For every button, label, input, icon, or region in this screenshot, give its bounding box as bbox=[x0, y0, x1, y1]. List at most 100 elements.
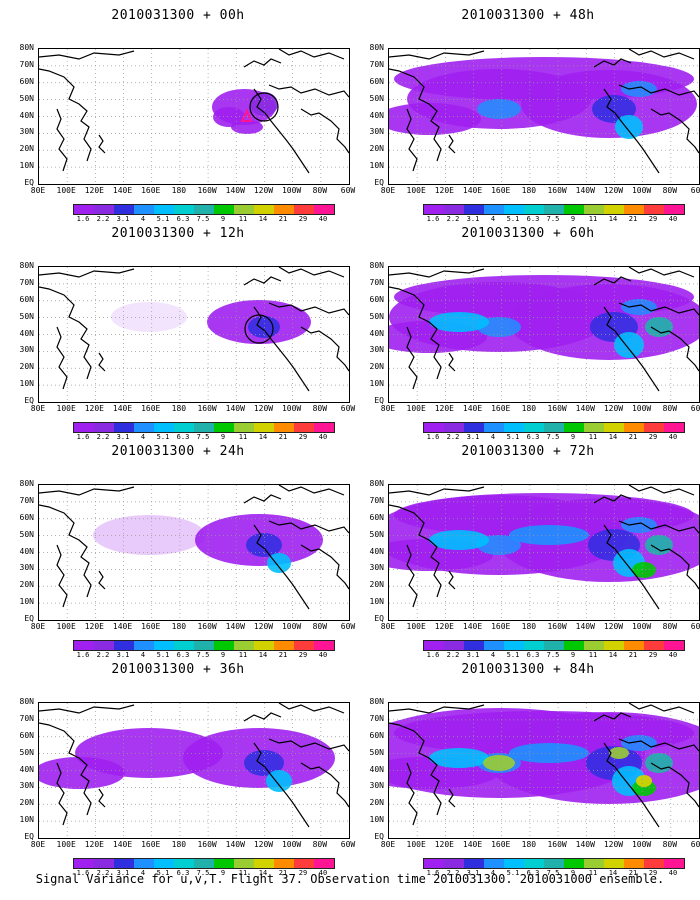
colorbar-level: 5.1 bbox=[156, 651, 170, 659]
colorbar-swatch bbox=[154, 641, 174, 650]
lat-label: 60N bbox=[369, 76, 384, 86]
map-panel: 2010031300 + 60h 80N 70N 60N 50N 40N 30N 20N 10N… bbox=[368, 226, 700, 442]
colorbar-swatch bbox=[154, 205, 174, 214]
colorbar-level: 9 bbox=[570, 433, 576, 441]
colorbar-swatch bbox=[424, 205, 444, 214]
lat-label: EQ bbox=[374, 178, 384, 187]
lon-label: 160E bbox=[491, 840, 511, 849]
colorbar-swatch bbox=[314, 205, 334, 214]
lon-label: 60W bbox=[690, 622, 700, 631]
lat-label: 20N bbox=[19, 580, 34, 590]
colorbar-swatch bbox=[464, 205, 484, 214]
lon-label: 140W bbox=[225, 404, 245, 413]
lat-label: 10N bbox=[19, 161, 34, 171]
colorbar-level: 3.1 bbox=[116, 651, 130, 659]
panel-title: 2010031300 + 12h bbox=[111, 226, 245, 241]
colorbar-level: 2.2 bbox=[96, 215, 110, 223]
lon-label: 80W bbox=[312, 404, 328, 413]
lon-label: 120W bbox=[603, 404, 624, 413]
lat-label: 40N bbox=[369, 764, 384, 774]
lon-label: 160E bbox=[141, 840, 161, 849]
lon-label: 80W bbox=[312, 186, 328, 195]
colorbar-ticks: 1.6 2.2 3.1 4 5.1 6.3 7.5 9 11 14 21 29 40 bbox=[73, 869, 333, 878]
lon-label: 120E bbox=[434, 186, 454, 195]
variance-field bbox=[39, 267, 349, 402]
colorbar-swatch bbox=[274, 423, 294, 432]
lon-label: 80E bbox=[30, 404, 46, 413]
lat-label: EQ bbox=[24, 832, 34, 841]
colorbar-swatch bbox=[544, 423, 564, 432]
lat-label: EQ bbox=[24, 396, 34, 405]
lat-label: 20N bbox=[369, 144, 384, 154]
colorbar-swatch bbox=[174, 641, 194, 650]
colorbar bbox=[73, 640, 335, 651]
colorbar-ticks: 1.6 2.2 3.1 4 5.1 6.3 7.5 9 11 14 21 29 40 bbox=[423, 433, 683, 442]
lat-label: 10N bbox=[369, 597, 384, 607]
lon-label: 100W bbox=[631, 840, 652, 849]
colorbar-level: 9 bbox=[220, 651, 226, 659]
lon-label: 180 bbox=[521, 840, 537, 849]
variance-field bbox=[39, 485, 349, 620]
lon-label: 60W bbox=[340, 622, 356, 631]
colorbar-ticks: 1.6 2.2 3.1 4 5.1 6.3 7.5 9 11 14 21 29 40 bbox=[423, 869, 683, 878]
lat-label: 70N bbox=[19, 277, 34, 287]
lat-label: 30N bbox=[369, 781, 384, 791]
lon-label: 80W bbox=[312, 840, 328, 849]
lat-label: 40N bbox=[19, 110, 34, 120]
lat-label: 40N bbox=[19, 764, 34, 774]
lon-label: 140W bbox=[225, 840, 245, 849]
lat-label: 80N bbox=[19, 261, 34, 270]
lon-label: 80E bbox=[30, 622, 46, 631]
lat-label: 30N bbox=[19, 563, 34, 573]
lon-label: 140W bbox=[575, 186, 595, 195]
colorbar-ticks: 1.6 2.2 3.1 4 5.1 6.3 7.5 9 11 14 21 29 40 bbox=[73, 433, 333, 442]
colorbar-level: 4 bbox=[140, 869, 146, 877]
colorbar-level: 40 bbox=[318, 651, 328, 659]
lon-label: 120W bbox=[253, 404, 274, 413]
colorbar-swatch bbox=[234, 205, 254, 214]
colorbar-level: 14 bbox=[608, 215, 618, 223]
lat-label: 80N bbox=[369, 43, 384, 52]
colorbar-level: 6.3 bbox=[176, 433, 190, 441]
lon-label: 160W bbox=[197, 840, 217, 849]
variance-field bbox=[389, 703, 699, 838]
lon-label: 140W bbox=[575, 404, 595, 413]
colorbar-level: 6.3 bbox=[176, 869, 190, 877]
variance-field bbox=[389, 267, 699, 402]
colorbar-swatch bbox=[564, 205, 584, 214]
colorbar-swatch bbox=[464, 859, 484, 868]
colorbar-swatch bbox=[194, 859, 214, 868]
colorbar-swatch bbox=[604, 423, 624, 432]
lon-label: 160W bbox=[547, 622, 567, 631]
colorbar-swatch bbox=[464, 641, 484, 650]
map-panel: 2010031300 + 36h 80N 70N 60N 50N 40N 30N 20N 10N… bbox=[18, 662, 356, 878]
lat-label: 60N bbox=[19, 76, 34, 86]
colorbar-swatch bbox=[234, 859, 254, 868]
lat-label: 30N bbox=[369, 127, 384, 137]
lat-label: 30N bbox=[19, 345, 34, 355]
colorbar-swatch bbox=[214, 859, 234, 868]
colorbar-swatch bbox=[584, 859, 604, 868]
lon-label: 140E bbox=[462, 186, 483, 195]
colorbar bbox=[423, 422, 685, 433]
lon-label: 160E bbox=[141, 404, 161, 413]
colorbar-swatch bbox=[314, 859, 334, 868]
variance-field bbox=[39, 703, 349, 838]
colorbar-level: 9 bbox=[220, 215, 226, 223]
colorbar-swatch bbox=[424, 423, 444, 432]
colorbar-swatch bbox=[424, 641, 444, 650]
colorbar-level: 4 bbox=[140, 433, 146, 441]
colorbar-swatch bbox=[74, 859, 94, 868]
lat-label: 80N bbox=[369, 261, 384, 270]
colorbar-level: 40 bbox=[318, 215, 328, 223]
lon-label: 120W bbox=[253, 622, 274, 631]
colorbar-swatch bbox=[484, 641, 504, 650]
lon-label: 100E bbox=[56, 622, 76, 631]
colorbar bbox=[73, 858, 335, 869]
lat-label: 80N bbox=[19, 479, 34, 488]
colorbar-swatch bbox=[294, 859, 314, 868]
lon-label: 180 bbox=[521, 404, 537, 413]
colorbar-level: 11 bbox=[588, 869, 598, 877]
colorbar-swatch bbox=[444, 423, 464, 432]
lat-label: 20N bbox=[19, 798, 34, 808]
